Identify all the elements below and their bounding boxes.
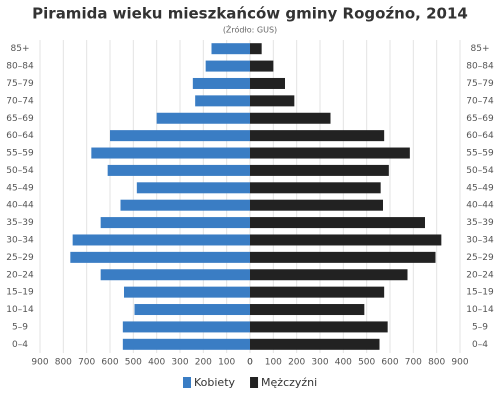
y-tick-label: 5–9 bbox=[472, 322, 488, 332]
y-tick-label: 50–54 bbox=[466, 166, 494, 176]
bar bbox=[100, 269, 251, 281]
bar bbox=[211, 43, 250, 55]
y-tick-label: 35–39 bbox=[6, 218, 34, 228]
bar bbox=[250, 338, 380, 350]
y-tick-label: 5–9 bbox=[12, 322, 28, 332]
y-tick-label: 35–39 bbox=[466, 218, 494, 228]
chart-title: Piramida wieku mieszkańców gminy Rogoźno… bbox=[32, 5, 468, 23]
bar bbox=[250, 217, 425, 229]
bar bbox=[156, 112, 250, 124]
y-tick-label: 85+ bbox=[11, 44, 30, 54]
bar bbox=[195, 95, 250, 107]
bar bbox=[91, 147, 250, 159]
x-tick-label: 500 bbox=[125, 358, 142, 368]
y-tick-label: 70–74 bbox=[466, 96, 494, 106]
bar bbox=[250, 234, 442, 246]
x-tick-label: 100 bbox=[265, 358, 282, 368]
y-tick-label: 55–59 bbox=[466, 149, 494, 159]
legend-label: Kobiety bbox=[194, 376, 236, 389]
y-tick-label: 15–19 bbox=[6, 288, 34, 298]
y-tick-label: 60–64 bbox=[466, 131, 494, 141]
bar bbox=[122, 338, 250, 350]
y-tick-label: 50–54 bbox=[6, 166, 34, 176]
x-tick-label: 500 bbox=[358, 358, 375, 368]
y-tick-label: 80–84 bbox=[466, 62, 494, 72]
y-tick-label: 20–24 bbox=[6, 270, 34, 280]
bar bbox=[250, 60, 274, 72]
y-tick-label: 15–19 bbox=[466, 288, 494, 298]
y-tick-label: 45–49 bbox=[6, 183, 34, 193]
y-tick-label: 45–49 bbox=[466, 183, 494, 193]
bar bbox=[134, 304, 250, 316]
bar bbox=[250, 182, 381, 194]
bar bbox=[250, 43, 262, 55]
y-tick-label: 10–14 bbox=[466, 305, 494, 315]
x-tick-label: 100 bbox=[218, 358, 235, 368]
bar bbox=[205, 60, 250, 72]
y-tick-label: 60–64 bbox=[6, 131, 34, 141]
x-tick-label: 400 bbox=[148, 358, 165, 368]
bar bbox=[250, 147, 410, 159]
x-tick-label: 0 bbox=[247, 358, 253, 368]
legend-swatch bbox=[250, 377, 259, 388]
bar bbox=[250, 199, 383, 211]
y-tick-label: 75–79 bbox=[466, 79, 494, 89]
y-tick-label: 30–34 bbox=[6, 235, 34, 245]
bar bbox=[250, 112, 331, 124]
x-tick-label: 800 bbox=[55, 358, 72, 368]
y-tick-label: 85+ bbox=[471, 44, 490, 54]
x-tick-label: 800 bbox=[428, 358, 445, 368]
bar bbox=[122, 321, 250, 333]
bar bbox=[110, 130, 250, 142]
x-tick-label: 300 bbox=[171, 358, 188, 368]
chart-subtitle: (Źródło: GUS) bbox=[223, 24, 277, 35]
y-tick-label: 80–84 bbox=[6, 62, 34, 72]
y-tick-label: 40–44 bbox=[6, 201, 34, 211]
y-tick-label: 25–29 bbox=[466, 253, 494, 263]
bar bbox=[250, 130, 385, 142]
bar bbox=[250, 77, 285, 89]
bar bbox=[250, 304, 365, 316]
bar bbox=[72, 234, 251, 246]
bar bbox=[100, 217, 251, 229]
x-tick-label: 200 bbox=[288, 358, 305, 368]
y-tick-label: 65–69 bbox=[466, 114, 494, 124]
y-tick-label: 20–24 bbox=[466, 270, 494, 280]
legend-swatch bbox=[183, 377, 191, 388]
bar bbox=[250, 286, 385, 298]
x-tick-label: 200 bbox=[195, 358, 212, 368]
x-tick-label: 600 bbox=[101, 358, 118, 368]
x-tick-label: 700 bbox=[78, 358, 95, 368]
y-tick-label: 55–59 bbox=[6, 149, 34, 159]
y-tick-label: 25–29 bbox=[6, 253, 34, 263]
x-tick-label: 700 bbox=[405, 358, 422, 368]
bar bbox=[250, 164, 389, 176]
bar bbox=[250, 95, 295, 107]
y-tick-label: 65–69 bbox=[6, 114, 34, 124]
bar bbox=[250, 269, 408, 281]
y-tick-label: 10–14 bbox=[6, 305, 34, 315]
bar bbox=[250, 251, 436, 263]
y-tick-label: 0–4 bbox=[12, 340, 28, 350]
x-tick-label: 600 bbox=[381, 358, 398, 368]
y-tick-label: 0–4 bbox=[472, 340, 488, 350]
bar bbox=[107, 164, 251, 176]
bar bbox=[120, 199, 250, 211]
bar bbox=[136, 182, 250, 194]
x-tick-label: 0 bbox=[247, 358, 253, 368]
bar bbox=[250, 321, 388, 333]
x-tick-label: 400 bbox=[335, 358, 352, 368]
legend-label: Mężczyźni bbox=[261, 376, 317, 389]
bar bbox=[192, 77, 250, 89]
x-tick-label: 900 bbox=[451, 358, 468, 368]
bar bbox=[70, 251, 250, 263]
y-tick-label: 75–79 bbox=[6, 79, 34, 89]
y-tick-label: 70–74 bbox=[6, 96, 34, 106]
x-tick-label: 300 bbox=[311, 358, 328, 368]
x-tick-label: 900 bbox=[31, 358, 48, 368]
y-tick-label: 30–34 bbox=[466, 235, 494, 245]
y-tick-label: 40–44 bbox=[466, 201, 494, 211]
bar bbox=[124, 286, 250, 298]
